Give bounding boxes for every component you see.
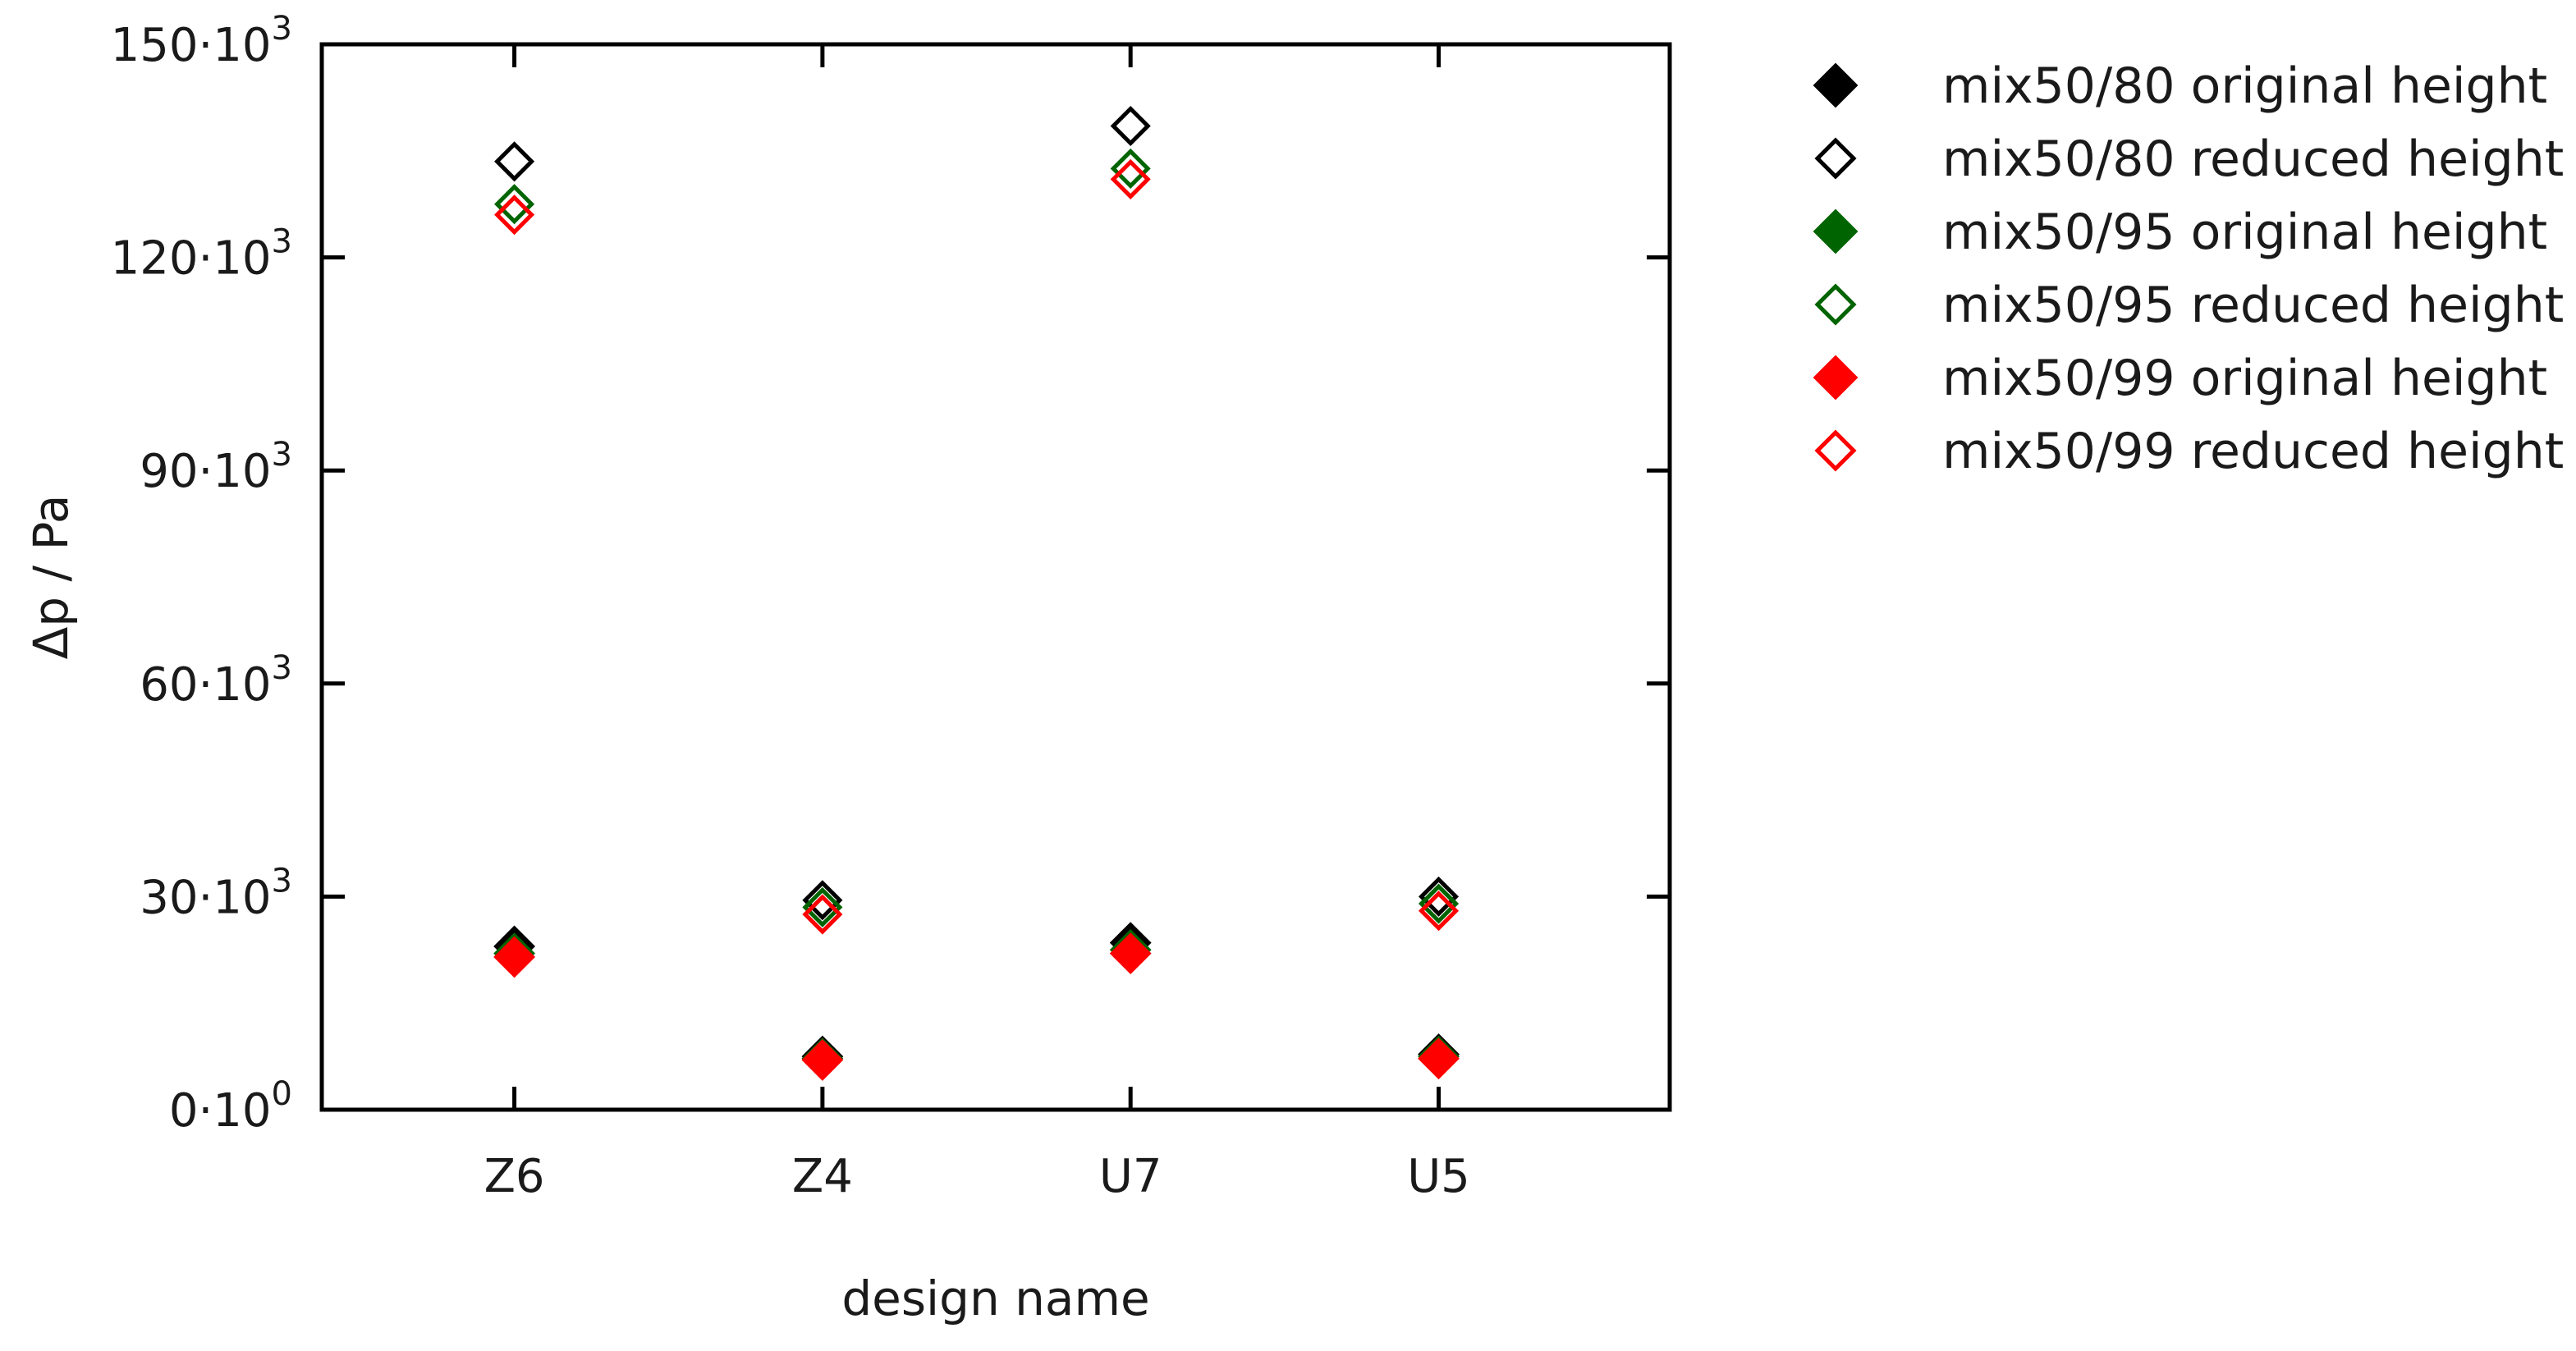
y-tick-mantissa: 150·10 [111, 19, 272, 72]
data-point [802, 880, 843, 921]
y-tick-mantissa: 30·10 [140, 871, 271, 924]
data-points [493, 105, 1460, 1081]
data-point [493, 936, 535, 978]
x-tick-label: U5 [1407, 1150, 1470, 1203]
y-tick-exponent: 3 [272, 10, 292, 48]
y-tick-exponent: 0 [272, 1075, 292, 1113]
legend-label: mix50/80 reduced height [1942, 131, 2564, 188]
y-tick-exponent: 3 [272, 649, 292, 687]
data-point [494, 184, 535, 225]
x-axis-label: design name [841, 1271, 1149, 1326]
legend-marker [1814, 137, 1857, 180]
legend-item: mix50/95 reduced height [1814, 277, 2564, 334]
x-tick-label: Z6 [484, 1150, 545, 1203]
legend-item: mix50/95 original height [1813, 204, 2547, 261]
y-tick-mantissa: 120·10 [111, 232, 272, 286]
legend-item: mix50/99 original height [1813, 350, 2547, 407]
data-point [802, 886, 843, 927]
y-tick-label: 0·100 [169, 1075, 292, 1138]
legend-label: mix50/99 original height [1942, 350, 2547, 407]
data-point [1110, 148, 1151, 189]
data-point [1109, 932, 1152, 975]
y-tick-label: 120·103 [111, 223, 292, 286]
y-tick-mantissa: 90·10 [140, 445, 271, 498]
legend-marker [1813, 62, 1859, 108]
plot-area [319, 42, 1672, 1112]
y-tick-mantissa: 0·10 [169, 1084, 272, 1138]
x-tick-label: Z4 [792, 1150, 853, 1203]
legend-item: mix50/80 reduced height [1814, 131, 2564, 188]
legend-marker [1813, 355, 1859, 401]
data-point [494, 141, 535, 182]
y-tick-label: 150·103 [111, 10, 292, 72]
y-tick-label: 60·103 [140, 649, 292, 712]
y-tick-mantissa: 60·10 [140, 658, 271, 712]
data-point [1418, 1037, 1460, 1080]
data-point [1418, 883, 1460, 924]
legend-label: mix50/95 original height [1942, 204, 2547, 261]
y-tick-exponent: 3 [272, 223, 292, 261]
legend-marker [1814, 283, 1857, 326]
legend-label: mix50/80 original height [1942, 57, 2547, 115]
legend-marker [1813, 208, 1859, 254]
plot-frame [319, 42, 1672, 1112]
data-point [802, 894, 843, 935]
y-tick-exponent: 3 [272, 436, 292, 474]
y-tick-label: 30·103 [140, 862, 292, 924]
y-tick-label: 90·103 [140, 436, 292, 498]
data-point [801, 1039, 844, 1081]
legend: mix50/80 original height mix50/80 reduced… [1813, 57, 2564, 480]
data-point [1110, 158, 1151, 199]
legend-item: mix50/99 reduced height [1814, 423, 2564, 480]
legend-label: mix50/95 reduced height [1942, 277, 2564, 334]
x-axis: Z6 Z4 U7 U5 [484, 44, 1470, 1203]
data-point [1418, 891, 1460, 932]
legend-item: mix50/80 original height [1813, 57, 2547, 115]
data-point [1110, 105, 1151, 147]
y-axis-label: Δp / Pa [23, 495, 79, 660]
legend-label: mix50/99 reduced height [1942, 423, 2564, 480]
data-point [494, 195, 535, 236]
y-tick-exponent: 3 [272, 862, 292, 900]
legend-marker [1814, 429, 1857, 472]
data-point [1418, 876, 1460, 917]
x-tick-label: U7 [1099, 1150, 1162, 1203]
